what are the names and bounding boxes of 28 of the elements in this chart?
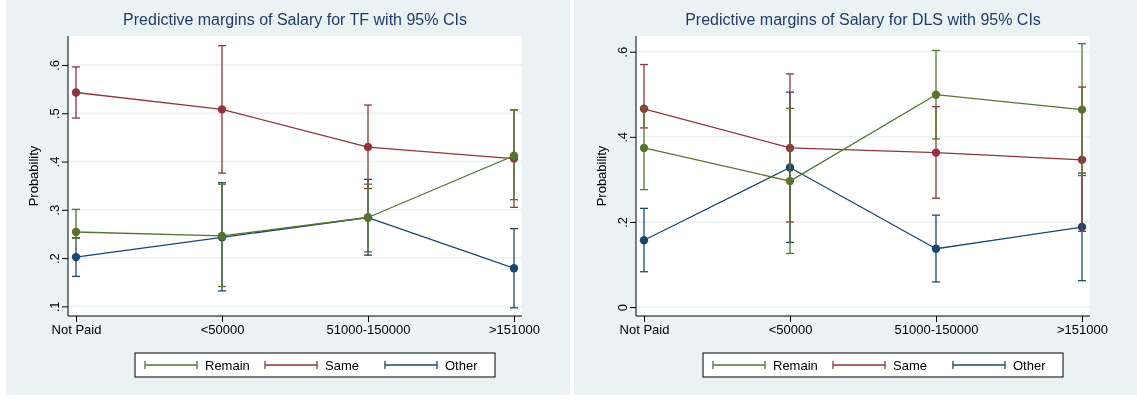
x-tick-label: 51000-150000 [326,322,411,338]
x-tick-label: Not Paid [51,322,102,338]
legend-label: Remain [772,357,818,373]
y-tick-label: .1 [46,301,62,313]
x-tick-label: Not Paid [619,322,669,338]
y-tick-label: 0 [614,303,630,312]
y-tick-label: .4 [46,156,62,168]
legend-label: Remain [205,357,250,373]
chart-title: Predictive margins of Salary for TF with 95% CIs [123,11,467,28]
y-axis-title: Probability [593,145,609,207]
x-tick-label: <50000 [200,322,245,338]
y-tick-label: .6 [614,46,630,58]
legend-label: Same [325,357,359,373]
y-tick-label: .5 [46,108,62,120]
y-tick-label: .2 [614,217,630,228]
y-tick-label: .4 [614,131,630,143]
y-tick-label: .3 [46,204,62,216]
y-tick-label: .6 [46,60,62,71]
x-tick-label: <50000 [768,322,812,338]
legend-label: Same [892,357,927,373]
x-tick-label: >151000 [1056,322,1108,338]
y-axis-title: Probability [26,145,41,207]
legend-label: Other [1012,357,1046,373]
chart-title: Predictive margins of Salary for DLS with 95% CIs [684,11,1041,28]
x-tick-label: 51000-150000 [894,322,978,338]
x-tick-label: >151000 [489,322,540,338]
legend-label: Other [445,357,479,373]
y-tick-label: .2 [46,253,62,264]
